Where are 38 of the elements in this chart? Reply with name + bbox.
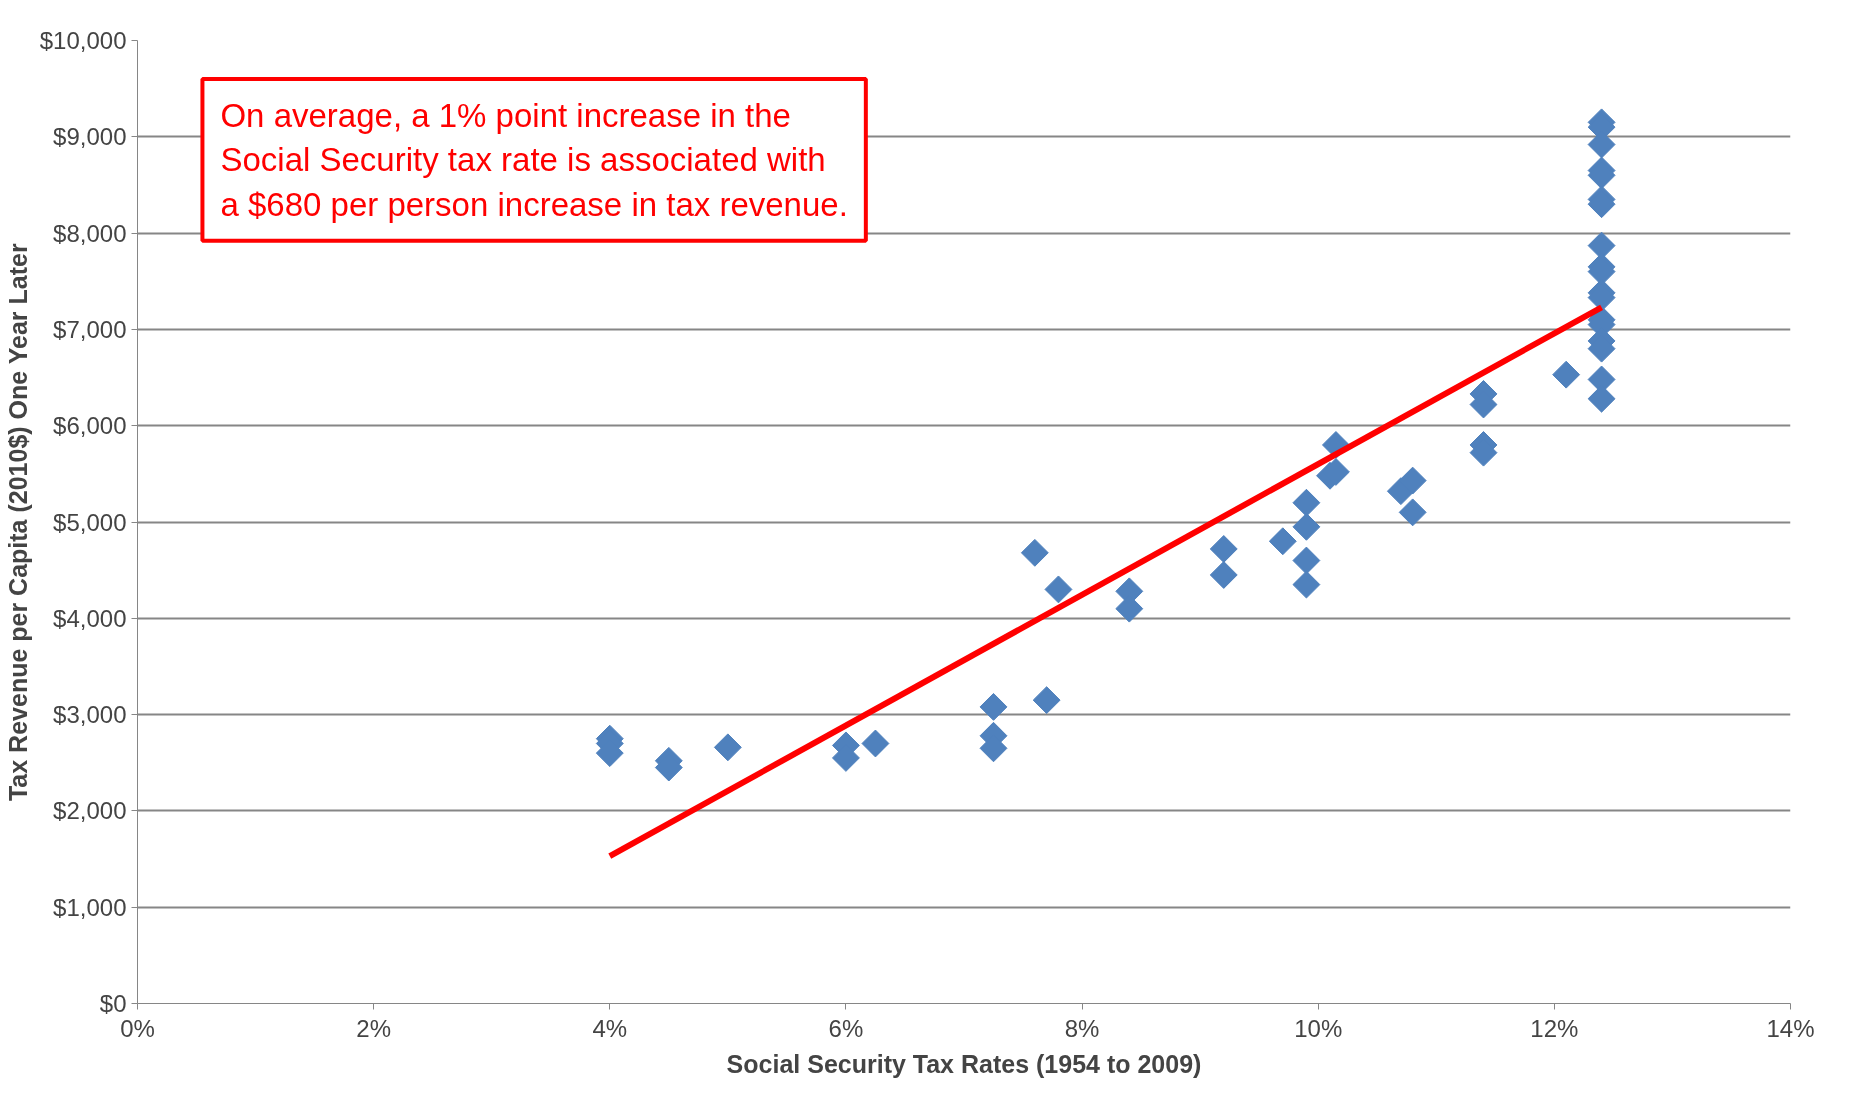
point [1552, 360, 1581, 389]
x-tick-label: 8% [1064, 1014, 1100, 1042]
x-tick-label: 12% [1530, 1014, 1579, 1042]
y-tick-label: $3,000 [53, 701, 127, 729]
point [979, 692, 1008, 721]
y-tick-label: $1,000 [53, 893, 127, 921]
y-tick-label: $5,000 [53, 508, 127, 536]
point [1209, 561, 1238, 589]
point [1398, 498, 1427, 527]
y-tick-label: $9,000 [53, 123, 127, 151]
x-tick-label: 10% [1294, 1014, 1343, 1042]
point [1044, 575, 1073, 604]
y-tick-label: $0 [99, 990, 127, 1017]
point [1292, 512, 1321, 541]
y-tick-label: $4,000 [53, 604, 127, 632]
point [1292, 488, 1321, 517]
annotation: On average, a 1% point increase in the Social Security tax rate is associated with a $680 per person increase in tax revenue. [220, 97, 848, 223]
y-tick-label: $10,000 [39, 27, 127, 54]
point [1032, 686, 1061, 715]
point [1398, 466, 1427, 495]
point [1209, 535, 1238, 563]
point [713, 733, 742, 762]
point [1020, 538, 1049, 567]
point [1292, 570, 1321, 599]
point [861, 729, 890, 758]
y-tick-label: $7,000 [53, 315, 127, 343]
x-tick-label: 0% [120, 1014, 155, 1042]
x-tick-label: 4% [592, 1014, 628, 1042]
x-tick-label: 2% [356, 1014, 391, 1042]
y-axis-title: Tax Revenue per Capita (2010$) One Year Later [3, 243, 32, 802]
point [1268, 527, 1297, 556]
x-tick-label: 6% [828, 1014, 864, 1042]
point [1292, 546, 1321, 575]
x-axis-title: Social Security Tax Rates (1954 to 2009) [726, 1049, 1202, 1078]
y-tick-label: $6,000 [53, 412, 127, 440]
y-tick-label: $8,000 [53, 219, 127, 247]
y-tick-label: $2,000 [53, 797, 127, 825]
x-tick-label: 14% [1766, 1014, 1815, 1042]
